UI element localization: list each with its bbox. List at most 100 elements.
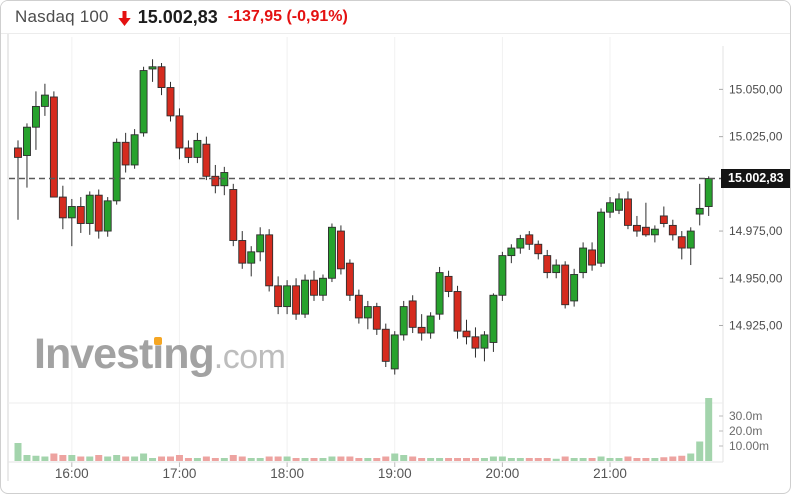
- candle-down: [543, 255, 552, 274]
- candle-down: [274, 285, 283, 308]
- candle-up: [695, 207, 704, 215]
- volume-bar: [642, 458, 650, 461]
- volume-bar: [265, 456, 273, 461]
- candle-down: [525, 234, 534, 245]
- candle-up: [31, 105, 40, 128]
- candle-down: [121, 141, 130, 166]
- candle-up: [363, 306, 372, 319]
- candle-down: [184, 147, 193, 158]
- volume-bar: [158, 456, 166, 461]
- volume-bar: [211, 458, 219, 461]
- candle-up: [112, 141, 121, 202]
- volume-bar: [247, 458, 255, 461]
- price-label: 14.950,00: [729, 271, 783, 285]
- candle-down: [408, 300, 417, 328]
- price-change: -137,95 (-0,91%): [227, 8, 348, 25]
- price-down-arrow-icon: [117, 10, 131, 26]
- volume-bar: [615, 458, 623, 461]
- candle-up: [193, 139, 202, 158]
- volume-bar: [283, 456, 291, 461]
- candle-down: [677, 236, 686, 249]
- volume-bar: [364, 458, 372, 461]
- candle-up: [283, 285, 292, 308]
- volume-bar: [274, 456, 282, 461]
- volume-bar: [32, 455, 40, 461]
- time-label: 16:00: [55, 466, 89, 481]
- candle-down: [58, 196, 67, 219]
- candle-up: [139, 70, 148, 134]
- volume-bar: [41, 456, 49, 461]
- candle-down: [471, 336, 480, 349]
- candle-up: [103, 200, 112, 232]
- volume-bar: [669, 456, 677, 461]
- candle-up: [650, 228, 659, 236]
- candle-up: [319, 277, 327, 296]
- candle-down: [444, 275, 453, 292]
- candle-up: [489, 294, 498, 343]
- candle-up: [480, 334, 489, 349]
- volume-bar: [355, 458, 363, 461]
- volume-bar: [149, 458, 157, 461]
- volume-bar: [471, 458, 479, 461]
- volume-bar: [193, 458, 201, 461]
- candle-down: [310, 279, 318, 296]
- candle-up: [498, 255, 507, 296]
- candle-down: [354, 294, 363, 319]
- volume-bar: [633, 458, 641, 461]
- price-label: 14.975,00: [729, 224, 783, 238]
- volume-bar: [624, 456, 632, 461]
- volume-bar: [489, 456, 497, 461]
- volume-bar: [427, 458, 435, 461]
- candle-up: [256, 234, 265, 253]
- volume-bar: [534, 458, 542, 461]
- volume-bar: [597, 456, 605, 461]
- volume-bar: [561, 456, 569, 461]
- volume-bar: [507, 458, 515, 461]
- volume-bar: [454, 458, 462, 461]
- candle-down: [238, 240, 247, 264]
- candle-up: [435, 272, 444, 315]
- candle-up: [704, 178, 713, 207]
- volume-bar: [140, 453, 148, 461]
- candle-down: [632, 224, 641, 232]
- candle-down: [166, 87, 175, 117]
- candle-down: [211, 175, 220, 187]
- volume-bar: [301, 458, 309, 461]
- volume-bar: [175, 455, 183, 461]
- candle-up: [606, 202, 614, 213]
- candle-up: [301, 279, 309, 315]
- candle-up: [579, 247, 588, 274]
- candle-up: [686, 230, 695, 249]
- volume-bar: [400, 455, 408, 461]
- volume-bar: [310, 458, 318, 461]
- candle-down: [534, 243, 543, 255]
- volume-bar: [687, 453, 695, 461]
- volume-bar: [498, 456, 506, 461]
- candle-down: [561, 264, 570, 306]
- volume-bar: [14, 443, 22, 461]
- volume-bar: [436, 458, 444, 461]
- volume-bar: [516, 458, 524, 461]
- volume-bar: [238, 456, 246, 461]
- volume-bar: [543, 458, 551, 461]
- volume-bar: [328, 456, 336, 461]
- volume-bar: [220, 458, 228, 461]
- candle-up: [426, 315, 435, 334]
- volume-bar: [292, 458, 300, 461]
- candle-down: [668, 224, 677, 236]
- volume-bar: [696, 441, 704, 461]
- candle-down: [462, 330, 471, 338]
- instrument-name: Nasdaq 100: [15, 7, 109, 26]
- candle-up: [597, 211, 605, 264]
- candle-down: [336, 230, 345, 270]
- volume-bar: [202, 456, 210, 461]
- volume-bar: [166, 456, 174, 461]
- volume-bar: [480, 458, 488, 461]
- candle-up: [148, 66, 157, 70]
- price-label: 15.025,00: [729, 130, 783, 144]
- time-label: 17:00: [163, 466, 197, 481]
- volume-bar: [651, 458, 659, 461]
- watermark-com: .com: [213, 338, 286, 376]
